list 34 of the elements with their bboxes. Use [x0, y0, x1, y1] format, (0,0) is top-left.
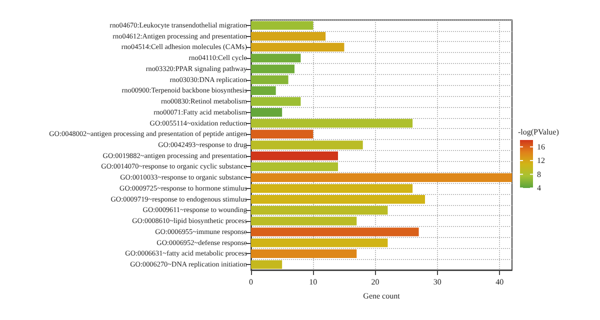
- bar: [251, 173, 512, 182]
- bar: [251, 97, 301, 106]
- color-bar-title: -log(PValue): [518, 128, 560, 136]
- bar: [251, 162, 338, 172]
- bar: [251, 108, 282, 117]
- bar: [251, 249, 357, 258]
- bar: [251, 238, 388, 248]
- bar: [251, 42, 344, 52]
- color-bar-label: 16: [537, 142, 545, 152]
- bar: [251, 206, 388, 215]
- bar: [251, 75, 288, 84]
- bar: [251, 140, 363, 150]
- color-bar-label: 8: [537, 170, 541, 179]
- bar: [251, 64, 294, 74]
- color-bar-label: 12: [537, 156, 545, 166]
- bar: [251, 86, 276, 95]
- x-tick-label: 10: [309, 278, 318, 286]
- bar: [251, 228, 419, 236]
- bar: [251, 216, 357, 226]
- bar: [251, 130, 314, 138]
- bar: [251, 54, 301, 62]
- bar: [251, 32, 326, 41]
- x-axis-title: Gene count: [363, 292, 401, 300]
- bar: [251, 195, 425, 204]
- bar: [251, 152, 338, 160]
- x-tick-label: 30: [433, 278, 442, 286]
- bar: [251, 21, 314, 30]
- x-tick-label: 40: [496, 278, 504, 286]
- x-tick-label: 0: [249, 278, 253, 286]
- color-bar-label: 4: [537, 184, 541, 192]
- bar: [251, 118, 413, 128]
- bar: [251, 184, 413, 193]
- x-tick-label: 20: [371, 278, 380, 286]
- bar: [251, 260, 282, 269]
